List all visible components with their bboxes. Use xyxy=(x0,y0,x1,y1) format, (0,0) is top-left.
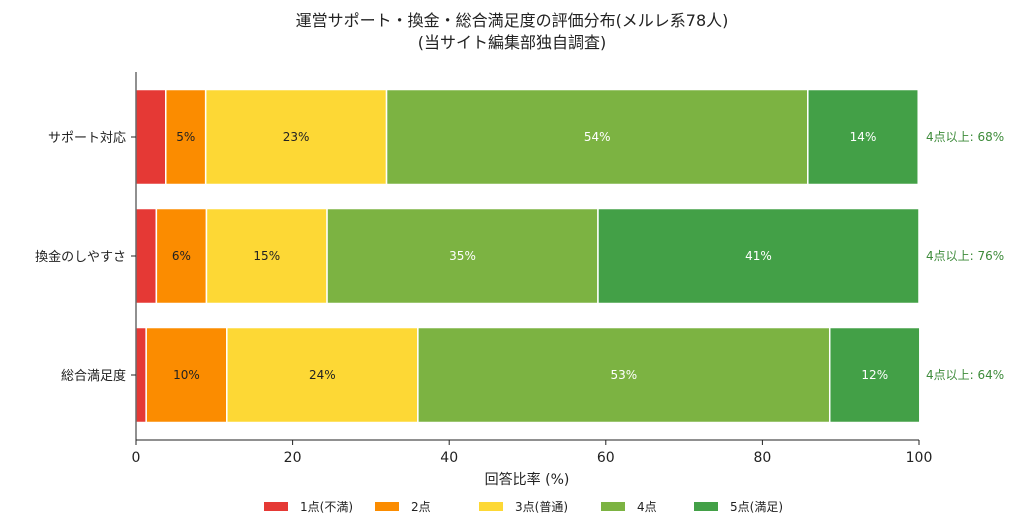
annotation-label: 4点以上: 68% xyxy=(926,130,1004,144)
legend-swatch xyxy=(375,502,399,511)
bar-segment-1-1 xyxy=(135,88,167,186)
bar-segment-1-4 xyxy=(385,88,809,186)
bar-data-label: 24% xyxy=(309,368,336,382)
bar-data-label: 5% xyxy=(176,130,195,144)
x-tick-label: 0 xyxy=(132,450,141,466)
chart-subtitle: (当サイト編集部独自調査) xyxy=(418,33,607,52)
category-label: 換金のしやすさ xyxy=(35,249,126,265)
legend-label: 2点 xyxy=(411,500,431,514)
bar-data-label: 53% xyxy=(610,368,637,382)
category-label: サポート対応 xyxy=(48,131,126,146)
x-tick-label: 60 xyxy=(597,450,615,466)
bar-segment-2-2 xyxy=(155,207,208,305)
bars-group: 5% 23% 54% 14% 4点以上: 68% 6% 15% 35% 41% 4点以上: 76%… xyxy=(135,88,1004,424)
bar-data-label: 14% xyxy=(850,130,877,144)
bar-data-label: 23% xyxy=(283,130,310,144)
x-tick-label: 80 xyxy=(753,450,771,466)
bar-data-label: 41% xyxy=(745,249,772,263)
bar-segment-2-5 xyxy=(597,207,920,305)
legend-label: 3点(普通) xyxy=(515,500,568,514)
bar-segment-1-5 xyxy=(807,88,919,186)
bar-data-label: 6% xyxy=(172,249,191,263)
bar-segment-1-3 xyxy=(204,88,388,186)
x-tick-label: 100 xyxy=(906,450,933,466)
category-label: 総合満足度 xyxy=(61,368,126,384)
bar-segment-3-5 xyxy=(828,326,921,424)
bar-data-label: 10% xyxy=(173,368,200,382)
legend-swatch xyxy=(694,502,718,511)
bar-data-label: 35% xyxy=(449,249,476,263)
bar-segment-3-3 xyxy=(226,326,419,424)
legend-swatch xyxy=(264,502,288,511)
legend-swatch xyxy=(479,502,503,511)
x-axis-label: 回答比率 (%) xyxy=(485,471,570,488)
annotation-label: 4点以上: 76% xyxy=(926,249,1004,263)
x-tick-label: 20 xyxy=(284,450,302,466)
bar-segment-3-2 xyxy=(145,326,228,424)
bar-segment-2-3 xyxy=(205,207,328,305)
legend-label: 1点(不満) xyxy=(300,500,353,514)
bar-segment-1-2 xyxy=(165,88,207,186)
bar-data-label: 54% xyxy=(584,130,611,144)
bar-segment-2-4 xyxy=(326,207,599,305)
bar-data-label: 12% xyxy=(861,368,888,382)
x-tick-label: 40 xyxy=(440,450,458,466)
bar-segment-3-1 xyxy=(135,326,147,424)
bar-segment-2-1 xyxy=(135,207,158,305)
annotation-label: 4点以上: 64% xyxy=(926,368,1004,382)
legend: 1点(不満) 2点 3点(普通) 4点 5点(満足) xyxy=(264,500,783,514)
legend-swatch xyxy=(601,502,625,511)
legend-label: 5点(満足) xyxy=(730,500,783,514)
bar-data-label: 15% xyxy=(253,249,280,263)
legend-label: 4点 xyxy=(637,500,657,514)
chart-title: 運営サポート・換金・総合満足度の評価分布(メルレ系78人) xyxy=(296,11,729,30)
